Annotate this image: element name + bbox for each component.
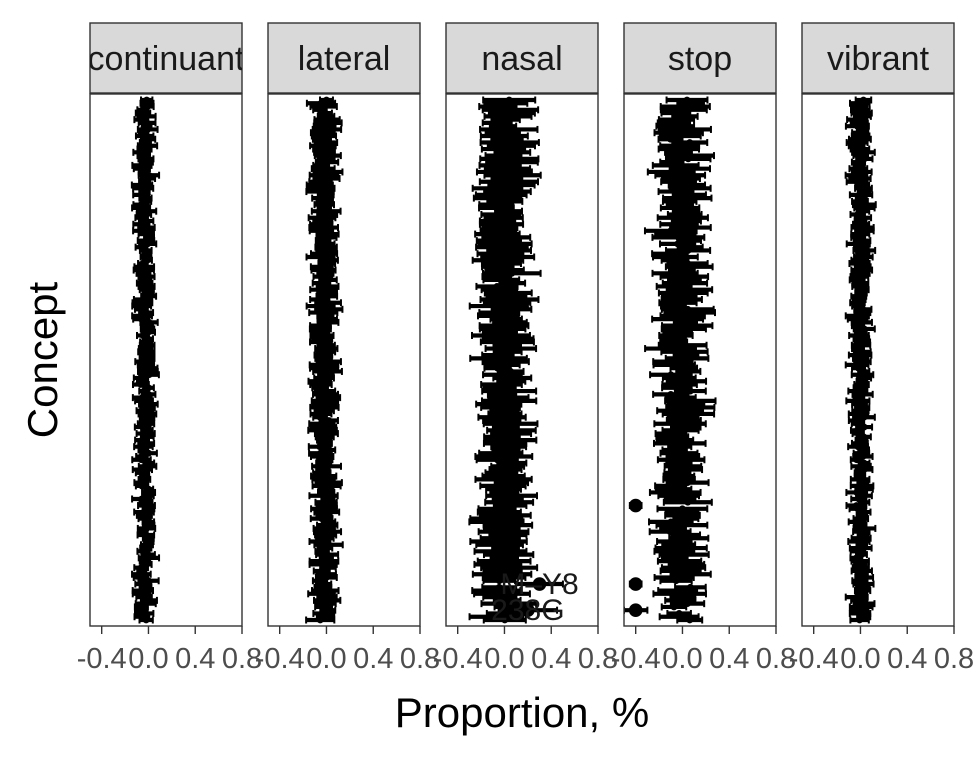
facet-strip xyxy=(89,22,243,94)
x-tick-label: 0.8 xyxy=(400,643,440,675)
facet-strip xyxy=(801,22,955,94)
panel-border xyxy=(623,93,777,627)
x-tick-label: 0.0 xyxy=(484,643,524,675)
panel-background xyxy=(90,94,242,626)
x-tick-label: 0.8 xyxy=(934,643,974,675)
x-tick-label: -0.4 xyxy=(611,643,661,675)
series-marks xyxy=(624,96,717,624)
series-marks xyxy=(305,96,344,624)
facet-strip-label: continuant xyxy=(88,40,245,78)
data-point xyxy=(501,616,509,624)
panel-border xyxy=(267,93,421,627)
data-point xyxy=(521,603,535,617)
x-tick-label: 0.0 xyxy=(840,643,880,675)
data-point xyxy=(628,498,643,513)
facet-vibrant: vibrant -0.4 0.0 0.4 0.8 xyxy=(789,22,974,675)
data-point xyxy=(684,155,692,163)
x-tick-label: 0.0 xyxy=(128,643,168,675)
panel-background xyxy=(268,94,420,626)
data-point xyxy=(672,577,680,585)
panel-border xyxy=(89,93,243,627)
series-marks xyxy=(468,96,564,624)
x-tick-label: 0.4 xyxy=(175,643,215,675)
data-point xyxy=(628,603,643,617)
x-tick-label: 0.8 xyxy=(578,643,618,675)
x-axis-title: Proportion, % xyxy=(395,689,649,736)
data-point xyxy=(684,498,692,506)
data-point xyxy=(495,577,503,585)
series-marks xyxy=(844,96,877,624)
x-tick-label: 0.0 xyxy=(662,643,702,675)
x-tick-label: 0.0 xyxy=(306,643,346,675)
x-tick-label: 0.4 xyxy=(531,643,571,675)
facet-stop: stop -0.4 0.0 0.4 0.8 xyxy=(611,22,796,675)
facet-continuant: continuant -0.4 0.0 0.4 0.8 xyxy=(77,22,262,675)
x-tick-label: -0.4 xyxy=(789,643,839,675)
data-point xyxy=(316,616,324,624)
x-tick-label: 0.4 xyxy=(353,643,393,675)
data-point xyxy=(628,577,643,591)
y-axis-title: Concept xyxy=(19,281,66,438)
facet-strip-label: lateral xyxy=(298,40,391,78)
x-tick-label: -0.4 xyxy=(255,643,305,675)
point-label: M–Y8 xyxy=(500,568,578,601)
facet-strip xyxy=(623,22,777,94)
data-point xyxy=(532,577,547,591)
x-tick-label: 0.4 xyxy=(887,643,927,675)
x-tick-label: 0.8 xyxy=(222,643,262,675)
panel-background xyxy=(802,94,954,626)
panel-border xyxy=(445,93,599,627)
panel-border xyxy=(801,93,955,627)
data-point xyxy=(686,616,694,624)
data-point xyxy=(670,603,678,611)
series-marks xyxy=(130,96,161,624)
point-label: 238G xyxy=(491,594,564,627)
x-tick-label: 0.4 xyxy=(709,643,749,675)
facet-strip xyxy=(267,22,421,94)
x-tick-label: 0.8 xyxy=(756,643,796,675)
facet-strip-label: vibrant xyxy=(827,40,930,78)
facet-strip-label: nasal xyxy=(481,40,562,78)
x-tick-label: -0.4 xyxy=(433,643,483,675)
facet-strip xyxy=(445,22,599,94)
facet-strip-label: stop xyxy=(668,40,732,78)
data-point xyxy=(142,616,150,624)
x-tick-label: -0.4 xyxy=(77,643,127,675)
data-point xyxy=(856,616,863,624)
facet-lateral: lateral -0.4 0.0 0.4 0.8 xyxy=(255,22,440,675)
